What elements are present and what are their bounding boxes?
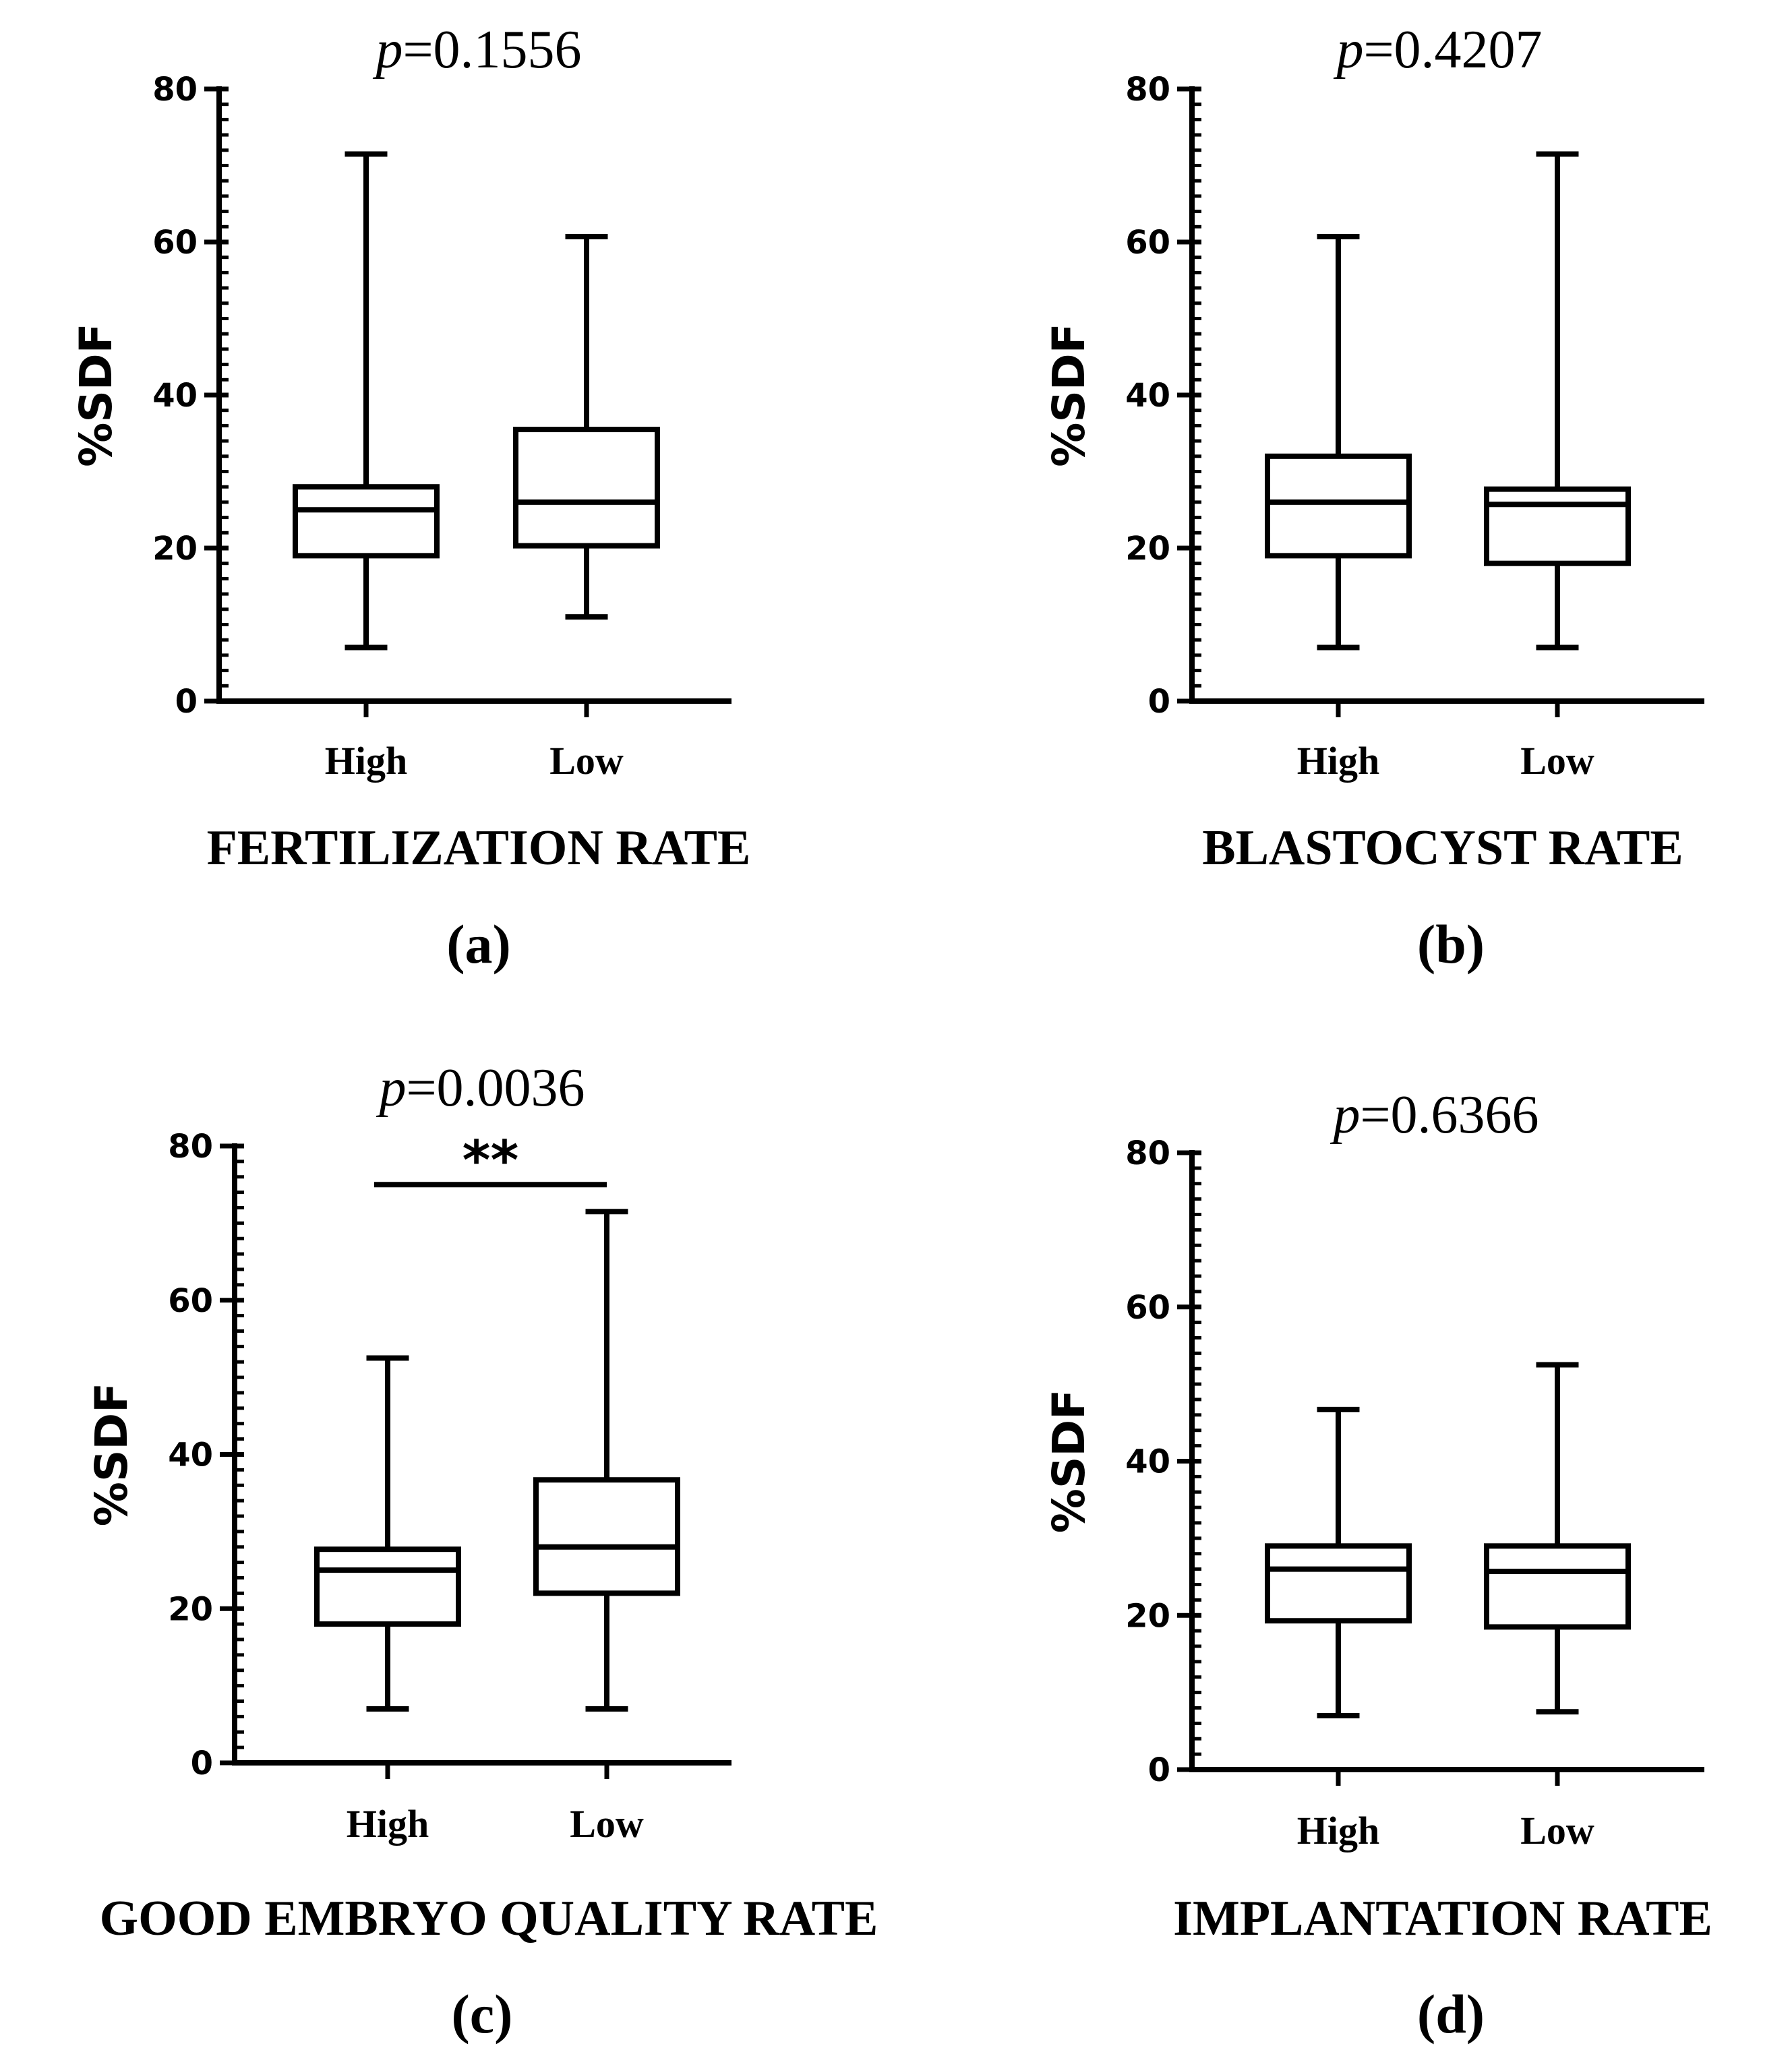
y-tick-label: 60 xyxy=(1125,224,1170,262)
p-value-symbol: p xyxy=(1333,20,1363,80)
x-tick-label-low: Low xyxy=(570,1802,644,1846)
x-tick-label-high: High xyxy=(347,1802,429,1846)
iqr-box xyxy=(513,427,660,549)
y-tick-label: 20 xyxy=(1125,530,1170,568)
iqr-box xyxy=(1484,486,1631,566)
y-tick-label: 20 xyxy=(152,530,198,568)
x-tick-label-high: High xyxy=(1297,1809,1380,1853)
box-low xyxy=(1484,151,1631,651)
iqr-box xyxy=(314,1546,461,1627)
y-tick-label: 20 xyxy=(168,1590,213,1628)
box-high xyxy=(293,151,440,651)
p-value-number: =0.6366 xyxy=(1360,1085,1539,1145)
x-tick-label-high: High xyxy=(1297,739,1380,783)
p-value-number: =0.1556 xyxy=(402,20,581,80)
y-axis-label: %SDF xyxy=(70,323,122,467)
y-tick-label: 40 xyxy=(152,377,198,415)
y-tick-label: 0 xyxy=(1148,1751,1170,1789)
p-value-symbol: p xyxy=(376,1058,406,1118)
y-tick-label: 80 xyxy=(168,1128,213,1166)
panel-a: p=0.1556 0 20 40 60 80 %SDF High Low FERTILIZATIO… xyxy=(70,20,750,975)
y-tick-label: 80 xyxy=(152,71,198,109)
y-tick-label: 40 xyxy=(168,1437,213,1474)
iqr-box xyxy=(1265,1543,1412,1624)
x-tick-label-high: High xyxy=(325,739,408,783)
p-value-number: =0.4207 xyxy=(1363,20,1542,80)
p-value-title: p=0.1556 xyxy=(372,20,581,80)
iqr-box xyxy=(1484,1543,1631,1630)
y-tick-label: 80 xyxy=(1125,1135,1170,1172)
x-tick-label-low: Low xyxy=(549,739,624,783)
panel-d: p=0.6366 0 20 40 60 80 %SDF High Low IMPLANTATION… xyxy=(1043,1085,1712,2045)
panel-label: (a) xyxy=(446,913,511,975)
significance-label: ** xyxy=(462,1129,519,1192)
x-axis-label: BLASTOCYST RATE xyxy=(1202,820,1683,876)
panel-label: (c) xyxy=(451,1983,512,2045)
panel-c: p=0.0036 0 20 40 60 80 %SDF High Low ** GOOD EMBRY… xyxy=(86,1058,878,2045)
iqr-box xyxy=(1265,453,1412,559)
box-high xyxy=(1265,1406,1412,1718)
y-tick-label: 0 xyxy=(175,683,198,721)
p-value-symbol: p xyxy=(372,20,402,80)
y-axis-label: %SDF xyxy=(1043,323,1095,467)
y-tick-label: 0 xyxy=(191,1745,213,1782)
y-axis-label: %SDF xyxy=(1043,1389,1095,1534)
x-tick-label-low: Low xyxy=(1520,739,1594,783)
box-low xyxy=(513,234,660,620)
box-low xyxy=(1484,1362,1631,1715)
p-value-number: =0.0036 xyxy=(406,1058,585,1118)
p-value-title: p=0.4207 xyxy=(1333,20,1542,80)
panel-label: (b) xyxy=(1417,913,1485,975)
x-axis-label: GOOD EMBRYO QUALITY RATE xyxy=(100,1891,878,1946)
y-tick-label: 60 xyxy=(168,1282,213,1320)
p-value-symbol: p xyxy=(1330,1085,1360,1145)
panel-b: p=0.4207 0 20 40 60 80 %SDF High Low BLASTOCYST R… xyxy=(1043,20,1704,975)
y-tick-label: 20 xyxy=(1125,1597,1170,1635)
y-tick-label: 40 xyxy=(1125,377,1170,415)
y-tick-label: 60 xyxy=(1125,1289,1170,1327)
box-high xyxy=(314,1355,461,1712)
iqr-box xyxy=(293,484,440,559)
y-tick-label: 60 xyxy=(152,224,198,262)
y-tick-label: 0 xyxy=(1148,683,1170,721)
y-tick-label: 80 xyxy=(1125,71,1170,109)
x-tick-label-low: Low xyxy=(1520,1809,1594,1853)
p-value-title: p=0.6366 xyxy=(1330,1085,1539,1145)
y-tick-label: 40 xyxy=(1125,1443,1170,1481)
y-axis-label: %SDF xyxy=(86,1383,138,1527)
x-axis-label: FERTILIZATION RATE xyxy=(207,820,751,876)
panel-label: (d) xyxy=(1417,1983,1485,2045)
box-low xyxy=(533,1209,680,1712)
box-high xyxy=(1265,234,1412,651)
p-value-title: p=0.0036 xyxy=(376,1058,585,1118)
x-axis-label: IMPLANTATION RATE xyxy=(1173,1891,1712,1946)
iqr-box xyxy=(533,1477,680,1596)
